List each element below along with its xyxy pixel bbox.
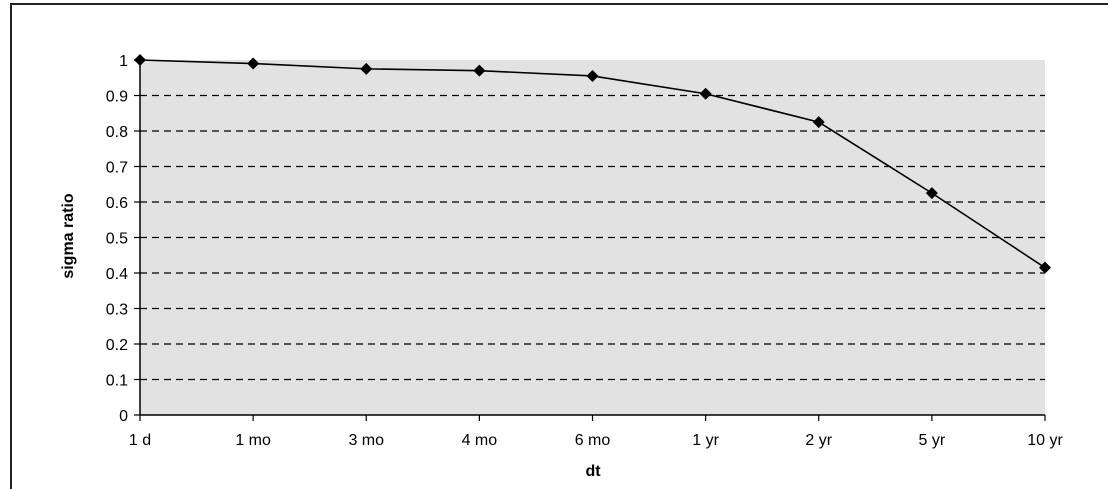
y-tick-label: 0.3 — [106, 302, 128, 319]
data-point-marker — [925, 187, 938, 200]
data-point-marker — [1039, 261, 1051, 274]
chart-frame — [10, 3, 1108, 489]
y-tick-label: 1 — [119, 53, 128, 70]
y-tick-label: 0.5 — [106, 231, 128, 248]
data-point-marker — [473, 64, 486, 77]
y-tick-label: 0.6 — [106, 195, 128, 212]
data-point-marker — [586, 69, 599, 82]
x-tick-label: 5 yr — [919, 432, 946, 449]
y-tick-label: 0.1 — [106, 373, 128, 390]
data-point-marker — [247, 57, 260, 70]
x-axis-title: dt — [585, 463, 601, 480]
x-tick-label: 4 mo — [462, 432, 498, 449]
data-point-marker — [812, 116, 825, 129]
x-tick-label: 6 mo — [575, 432, 611, 449]
y-tick-label: 0.9 — [106, 89, 128, 106]
x-tick-label: 10 yr — [1027, 432, 1063, 449]
x-tick-label: 3 mo — [348, 432, 384, 449]
data-point-marker — [134, 54, 146, 66]
y-tick-label: 0 — [119, 408, 128, 425]
y-tick-label: 0.4 — [106, 266, 128, 283]
y-tick-label: 0.7 — [106, 160, 128, 177]
x-tick-label: 1 mo — [235, 432, 271, 449]
x-tick-label: 1 yr — [692, 432, 719, 449]
x-tick-label: 1 d — [129, 432, 151, 449]
y-axis-title: sigma ratio — [60, 193, 77, 279]
data-point-marker — [699, 87, 712, 100]
data-point-marker — [360, 62, 373, 75]
y-tick-label: 0.8 — [106, 124, 128, 141]
y-tick-label: 0.2 — [106, 337, 128, 354]
x-tick-label: 2 yr — [805, 432, 832, 449]
